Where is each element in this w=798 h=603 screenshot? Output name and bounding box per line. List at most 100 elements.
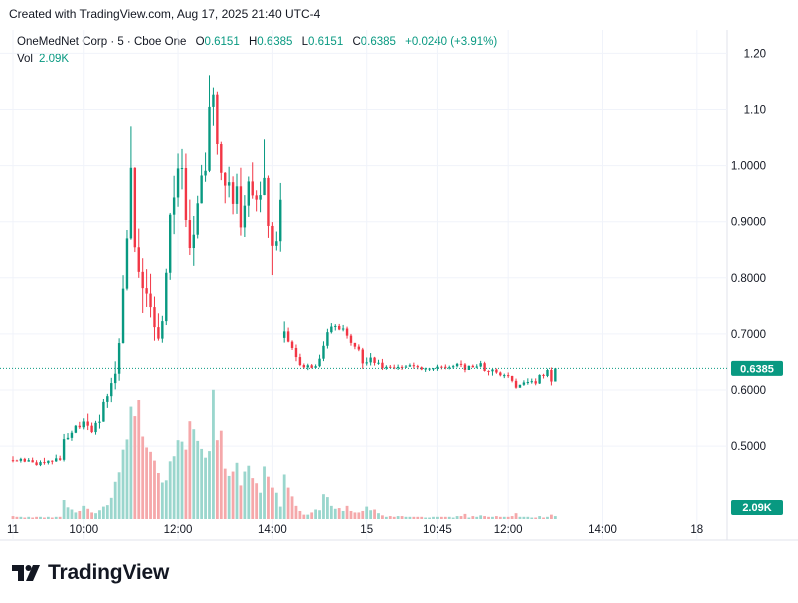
candle xyxy=(306,363,309,371)
candle-body xyxy=(188,220,192,249)
volume-bar xyxy=(483,516,486,519)
tradingview-logo[interactable]: TradingView xyxy=(12,561,169,585)
candle-body xyxy=(495,369,498,373)
volume-bar xyxy=(125,439,129,519)
candle xyxy=(369,353,372,366)
candle-body xyxy=(499,372,502,376)
candle-body xyxy=(514,380,518,388)
candle-body xyxy=(78,425,82,428)
candle-body xyxy=(55,458,58,462)
candle-body xyxy=(259,195,262,200)
price-axis[interactable]: 1.20 1.10 1.0000 0.9000 0.8000 0.7000 0.6000 0.… xyxy=(731,48,766,453)
last-volume-value: 2.09K xyxy=(742,502,771,514)
candle xyxy=(125,230,129,291)
candle-body xyxy=(349,335,353,343)
candle-body xyxy=(404,366,408,368)
candle xyxy=(82,418,85,430)
candle xyxy=(546,368,549,378)
candle xyxy=(400,365,404,370)
volume-bar xyxy=(341,510,345,519)
candle-body xyxy=(51,460,54,462)
candle-body xyxy=(165,272,168,322)
candle-body xyxy=(393,367,396,369)
volume-bar xyxy=(498,516,502,519)
candle xyxy=(90,422,93,434)
candle-body xyxy=(459,363,463,365)
candle xyxy=(58,455,62,461)
price-tick-label: 0.8000 xyxy=(731,273,766,285)
volume-bar xyxy=(436,516,439,519)
volume-bar xyxy=(333,508,337,519)
volume-bar xyxy=(223,468,227,519)
candle xyxy=(275,231,278,251)
volume-bar xyxy=(270,487,274,519)
candle-body xyxy=(322,345,325,359)
volume-bar xyxy=(518,516,522,519)
candle xyxy=(176,153,180,207)
candle xyxy=(184,153,188,228)
volume-bar xyxy=(70,509,74,519)
price-tick-label: 0.7000 xyxy=(731,329,766,341)
candle-body xyxy=(220,144,223,173)
volume-bar xyxy=(267,476,270,519)
candle xyxy=(322,341,325,362)
volume-bar xyxy=(243,471,247,519)
volume-bar xyxy=(27,516,31,519)
candle-body xyxy=(538,374,541,384)
candle-body xyxy=(121,288,125,344)
candle xyxy=(526,378,530,385)
volume-bar xyxy=(550,514,553,519)
candle xyxy=(94,420,97,435)
candle-body xyxy=(200,175,203,204)
candle-body xyxy=(239,186,243,228)
candle xyxy=(239,167,243,236)
candle xyxy=(424,367,427,372)
price-tick-label: 0.6000 xyxy=(731,385,766,397)
candle xyxy=(267,175,270,238)
last-price-badge: 0.6385 xyxy=(731,360,783,376)
volume-bar xyxy=(215,440,219,519)
candle-body xyxy=(161,321,164,339)
time-tick-label: 18 xyxy=(690,524,703,536)
candle xyxy=(534,378,537,386)
legend-volume-row: Vol 2.09K xyxy=(17,51,497,68)
volume-bar xyxy=(506,516,510,519)
candle-body xyxy=(113,373,117,384)
candle-body xyxy=(23,458,26,462)
candle xyxy=(467,365,471,371)
candle xyxy=(23,457,26,463)
volume-bar xyxy=(542,517,545,519)
volume-bar xyxy=(487,516,490,519)
candle-body xyxy=(212,94,215,107)
volume-bar xyxy=(467,517,471,519)
price-tick-label: 1.20 xyxy=(744,48,766,60)
candle-body xyxy=(385,366,388,369)
candle xyxy=(412,362,416,369)
candle-body xyxy=(334,325,337,327)
symbol-name[interactable]: OneMedNet Corp · 5 · Cboe One xyxy=(17,36,187,48)
candle xyxy=(86,413,89,431)
volume-bar xyxy=(373,509,376,519)
volume-bar xyxy=(98,510,101,519)
volume-bar xyxy=(463,513,467,519)
volume-bar xyxy=(235,462,239,519)
candle-body xyxy=(542,374,545,376)
candle-body xyxy=(526,382,530,384)
volume-bar xyxy=(149,451,152,519)
time-axis[interactable]: 11 10:00 12:00 14:00 15 10:45 12:00 14:00 18 xyxy=(7,524,703,536)
candle xyxy=(62,433,66,462)
candle-body xyxy=(98,421,101,423)
candle-body xyxy=(326,332,329,346)
candle-body xyxy=(550,369,553,382)
volume-bar xyxy=(530,517,534,519)
candle xyxy=(554,368,557,382)
volume-bar xyxy=(396,516,400,519)
volume-bar xyxy=(302,514,306,519)
volume-bar xyxy=(451,517,455,519)
volume-bar xyxy=(66,507,70,519)
candle-body xyxy=(247,181,250,206)
candle-body xyxy=(420,367,423,370)
candle-body xyxy=(149,293,152,308)
volume-bar xyxy=(459,516,463,519)
